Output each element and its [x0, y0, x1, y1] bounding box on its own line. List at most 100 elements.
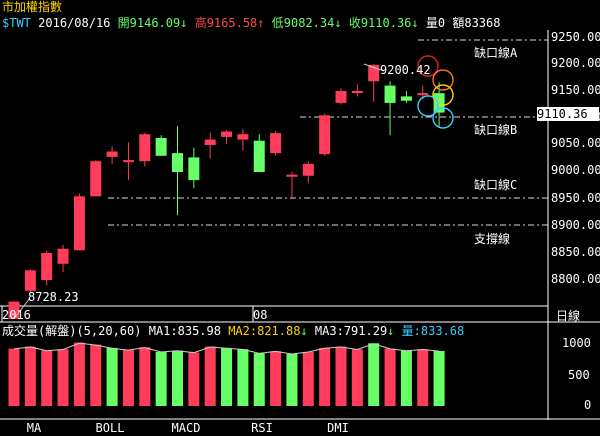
volume-value: 量:833.68: [401, 324, 465, 338]
low-leader-line: [13, 297, 31, 320]
volume-bar: [335, 346, 347, 406]
volume-bar: [417, 349, 429, 406]
up-arrow-icon: ↑: [257, 16, 265, 30]
candle-body: [155, 137, 167, 156]
highlight-circle-orange: [432, 69, 454, 91]
candle-body: [433, 93, 445, 113]
volume-bar: [57, 349, 69, 406]
volume-bar: [351, 349, 363, 406]
candle-body: [188, 157, 200, 181]
candle-body: [221, 131, 233, 137]
tab-ma[interactable]: MA: [26, 421, 42, 435]
candlestick-chart[interactable]: [0, 30, 600, 436]
volume-bar: [237, 349, 249, 406]
low-label: 低: [271, 16, 284, 30]
quote-bar: $TWT 2016/08/16 開9146.09↓ 高9165.58↑ 低908…: [2, 16, 500, 30]
price-axis-tick: 8950.00: [551, 191, 600, 205]
symbol: $TWT: [2, 16, 31, 30]
down-arrow-icon: ↓: [300, 324, 308, 338]
volume-bar: [106, 347, 118, 406]
volume-bar: [204, 346, 216, 406]
peak-leader-line: [363, 63, 385, 72]
candle-body: [204, 139, 216, 145]
volume-label: 量0: [425, 16, 446, 30]
volume-axis-500: 500: [568, 368, 590, 382]
candle-body: [106, 151, 118, 157]
x-axis-year: 2016: [2, 308, 31, 322]
volume-bar: [188, 352, 200, 406]
tab-dmi[interactable]: DMI: [327, 421, 349, 435]
period-label[interactable]: 日線: [556, 309, 581, 323]
open-label: 開: [117, 16, 130, 30]
candle-body: [172, 153, 183, 172]
open-value: 9146.09: [129, 16, 181, 30]
volume-axis-0: 0: [584, 398, 592, 412]
volume-bar: [368, 343, 380, 406]
peak-value-label: 9200.42: [380, 63, 431, 77]
price-axis-tick: 9000.00: [551, 163, 600, 177]
volume-bar: [90, 344, 102, 406]
candle-body: [57, 248, 69, 264]
gap-line-c-label: 缺口線C: [474, 178, 518, 192]
candle-body: [90, 161, 102, 197]
candle-body: [270, 133, 282, 154]
low-value-label: 8728.23: [28, 290, 79, 304]
close-label: 收: [348, 16, 361, 30]
price-axis-tick: 8800.00: [551, 272, 600, 286]
tab-macd[interactable]: MACD: [171, 421, 201, 435]
highlight-circle-cyan-1: [417, 95, 439, 117]
volume-bar: [433, 350, 445, 406]
ma1-value: MA1:835.98: [148, 324, 221, 338]
candle-body: [335, 91, 347, 103]
candle-body: [400, 96, 412, 101]
volume-panel-title: 成交量(解盤)(5,20,60): [2, 324, 142, 338]
gap-line-a-label: 缺口線A: [474, 46, 518, 60]
volume-bar: [270, 351, 282, 406]
down-arrow-icon: ↓: [334, 16, 342, 30]
down-arrow-icon: ↓: [180, 16, 188, 30]
candle-body: [302, 163, 314, 176]
high-value: 9165.58: [206, 16, 258, 30]
volume-bar: [302, 351, 314, 406]
candle-body: [122, 160, 134, 163]
price-axis-tick: 9250.00: [551, 30, 600, 44]
candle-body: [253, 140, 265, 172]
candle-body: [73, 196, 85, 251]
candle-body: [139, 134, 151, 162]
volume-panel-header: 成交量(解盤)(5,20,60) MA1:835.98 MA2:821.88↓ …: [2, 324, 464, 338]
candle-body: [319, 115, 331, 155]
volume-axis-1000: 1000: [562, 336, 591, 350]
volume-bar: [253, 353, 265, 406]
gap-line-b-label: 缺口線B: [474, 123, 518, 137]
candle-body: [286, 174, 298, 177]
ma3-value: MA3:791.29: [314, 324, 388, 338]
volume-bar: [155, 351, 167, 406]
close-value: 9110.36: [360, 16, 412, 30]
candle-body: [417, 93, 429, 96]
candle-body: [351, 91, 363, 93]
price-axis-tick: 8850.00: [551, 245, 600, 259]
highlight-circle-cyan-2: [432, 107, 454, 129]
tab-rsi[interactable]: RSI: [251, 421, 273, 435]
x-axis-month: 08: [253, 308, 268, 322]
high-label: 高: [194, 16, 207, 30]
quote-date: 2016/08/16: [38, 16, 111, 30]
candle-body: [368, 65, 380, 82]
candle-body: [41, 253, 53, 280]
ma2-value: MA2:821.88: [228, 324, 301, 338]
volume-bar: [319, 347, 331, 406]
volume-bar: [172, 350, 183, 406]
candle-body: [237, 134, 249, 140]
highlight-circle-red: [417, 55, 439, 77]
price-axis-tick: 9150.00: [551, 83, 600, 97]
support-line-label: 支撐線: [474, 232, 511, 246]
price-axis-tick: 8900.00: [551, 218, 600, 232]
volume-bar: [139, 347, 151, 406]
current-price-tag: 9110.36: [537, 107, 599, 121]
volume-bar: [221, 347, 233, 406]
price-axis-tick: 9050.00: [551, 136, 600, 150]
tab-boll[interactable]: BOLL: [95, 421, 125, 435]
index-title: 市加權指數: [2, 0, 63, 14]
candle-body: [384, 85, 396, 103]
